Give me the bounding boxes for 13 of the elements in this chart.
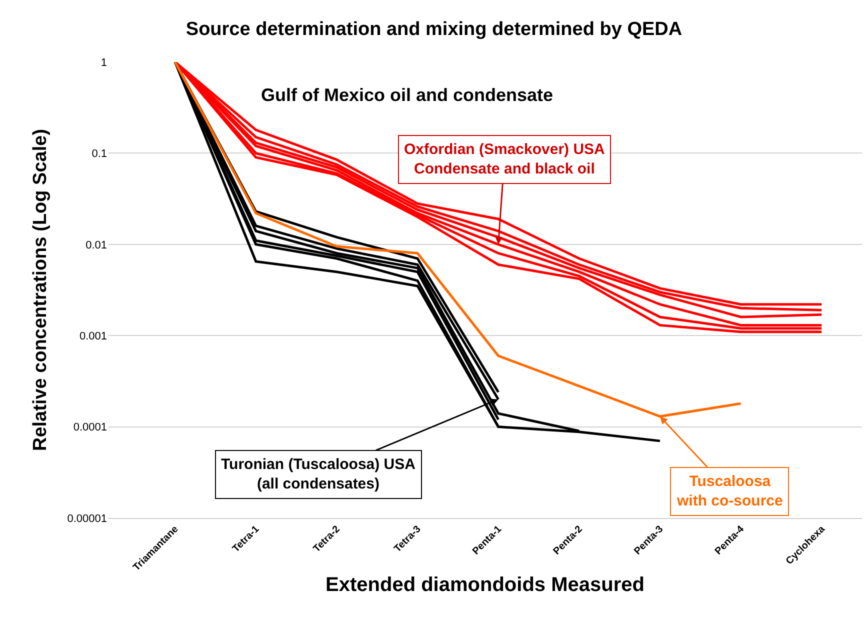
y-tick-label: 1 (100, 56, 107, 69)
y-axis-title: Relative concentrations (Log Scale) (30, 128, 52, 452)
annotation: Tuscaloosa with co-source (676, 473, 783, 510)
y-tick-label: 0.1 (92, 148, 107, 160)
annotation: Turonian (Tuscaloosa) USA (all condensates) (221, 456, 416, 492)
y-tick-label: 0.0001 (73, 422, 107, 434)
chart-title: Source determination and mixing determined by QEDA (186, 19, 682, 40)
y-tick-label: 0.01 (86, 239, 107, 252)
x-axis-title: Extended diamondoids Measured (326, 574, 644, 596)
y-tick-label: 0.00001 (67, 512, 107, 525)
annotation: Oxfordian (Smackover) USA Condensate and black oil (404, 141, 606, 178)
y-tick-label: 0.001 (79, 330, 107, 342)
annotation: Gulf of Mexico oil and condensate (261, 85, 554, 105)
